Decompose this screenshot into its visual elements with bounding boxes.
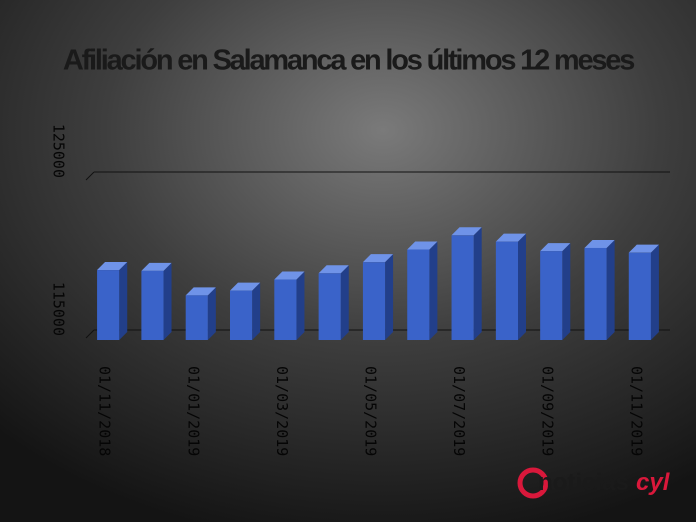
bar — [274, 279, 297, 340]
bar — [230, 290, 253, 340]
bar — [318, 273, 341, 340]
logo-ring — [517, 467, 549, 499]
bar-side — [119, 262, 128, 340]
bar-side — [163, 262, 172, 340]
bar-top — [318, 265, 349, 274]
x-tick-label: 01/11/2018 — [96, 366, 114, 456]
grid-line-depth — [85, 329, 95, 339]
y-tick-label: 115000 — [50, 282, 68, 336]
bar-top — [407, 241, 438, 250]
bar — [407, 249, 430, 340]
x-tick-label: 01/07/2019 — [450, 366, 468, 456]
bar-side — [296, 271, 305, 340]
bar-top — [274, 271, 305, 280]
x-tick-label: 01/09/2019 — [539, 366, 557, 456]
bar-top — [362, 254, 394, 263]
bar-top — [141, 262, 172, 271]
bar-side — [518, 233, 526, 340]
chart-title: Afiliación en Salamanca en los últimos 1… — [63, 45, 634, 77]
watermark-suffix: cyl — [636, 469, 671, 496]
bar-side — [473, 227, 482, 340]
bar — [362, 262, 386, 340]
bar-top — [495, 233, 526, 242]
bar — [495, 241, 518, 340]
bar — [628, 252, 651, 340]
bar — [584, 247, 607, 340]
x-tick-label: 01/05/2019 — [362, 366, 380, 456]
x-tick-label: 01/01/2019 — [184, 366, 202, 456]
bar-side — [340, 265, 349, 340]
bar-side — [606, 239, 615, 340]
watermark: noticias cyl — [517, 467, 671, 499]
bar-top — [584, 239, 615, 248]
bar-side — [650, 244, 659, 340]
bar-side — [385, 254, 394, 340]
bar-side — [429, 241, 438, 340]
bar-side — [562, 243, 571, 340]
bar — [540, 251, 563, 340]
y-tick-label: 125000 — [50, 124, 68, 178]
bar-side — [252, 282, 261, 340]
watermark-brand: noticias — [538, 469, 629, 496]
bar — [141, 270, 164, 340]
grid-line-depth — [85, 171, 95, 181]
x-tick-label: 01/03/2019 — [273, 366, 291, 456]
bar-top — [451, 227, 482, 236]
bar-top — [185, 287, 216, 296]
bar — [97, 270, 120, 340]
bar-side — [207, 287, 216, 340]
bar-top — [540, 243, 571, 252]
bar — [185, 295, 208, 340]
bar — [451, 235, 474, 340]
bar-top — [230, 282, 261, 291]
x-tick-label: 01/11/2019 — [627, 366, 645, 456]
bar-top — [97, 262, 128, 271]
bar-top — [628, 244, 659, 253]
